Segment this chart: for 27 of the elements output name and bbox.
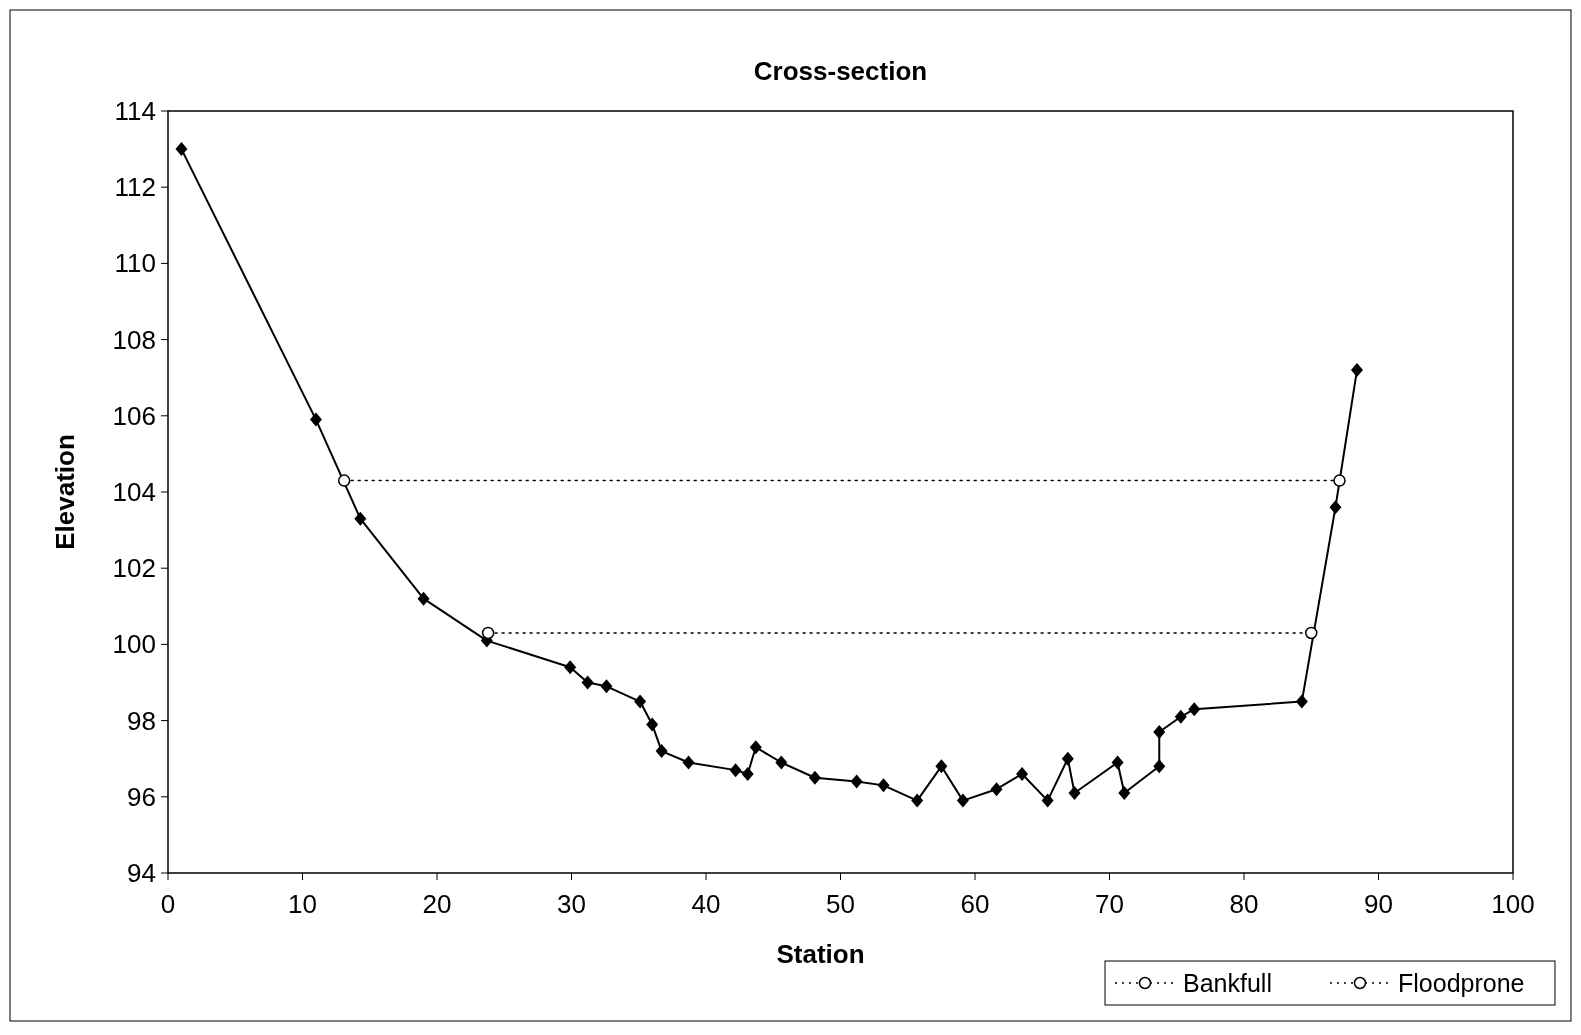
y-tick-label: 114 [114, 96, 156, 126]
y-tick-label: 100 [112, 629, 156, 660]
legend-label: Bankfull [1183, 969, 1272, 997]
x-tick-label: 10 [288, 889, 317, 919]
y-axis-title: Elevation [50, 434, 80, 550]
y-tick-label: 106 [112, 400, 156, 431]
x-tick-label: 50 [826, 889, 855, 919]
y-tick-label: 98 [127, 705, 156, 736]
y-tick-label: 104 [112, 477, 156, 507]
y-tick-label: 110 [114, 248, 156, 279]
y-tick-label: 102 [112, 553, 156, 584]
y-tick-label: 112 [114, 172, 156, 203]
y-tick-label: 94 [127, 858, 156, 888]
x-tick-label: 20 [422, 889, 452, 919]
x-tick-label: 80 [1229, 889, 1259, 919]
x-tick-label: 100 [1491, 889, 1535, 919]
legend-label: Floodprone [1398, 969, 1525, 997]
x-tick-label: 30 [557, 889, 586, 919]
x-tick-label: 90 [1364, 889, 1393, 919]
x-tick-label: 60 [960, 889, 990, 919]
chart-title: Cross-section [753, 56, 928, 86]
y-tick-label: 96 [127, 781, 156, 812]
x-tick-label: 70 [1095, 889, 1124, 919]
x-tick-label: 0 [160, 889, 176, 919]
x-axis-title: Station [776, 939, 865, 969]
y-tick-label: 108 [112, 324, 156, 355]
x-tick-label: 40 [691, 889, 721, 919]
